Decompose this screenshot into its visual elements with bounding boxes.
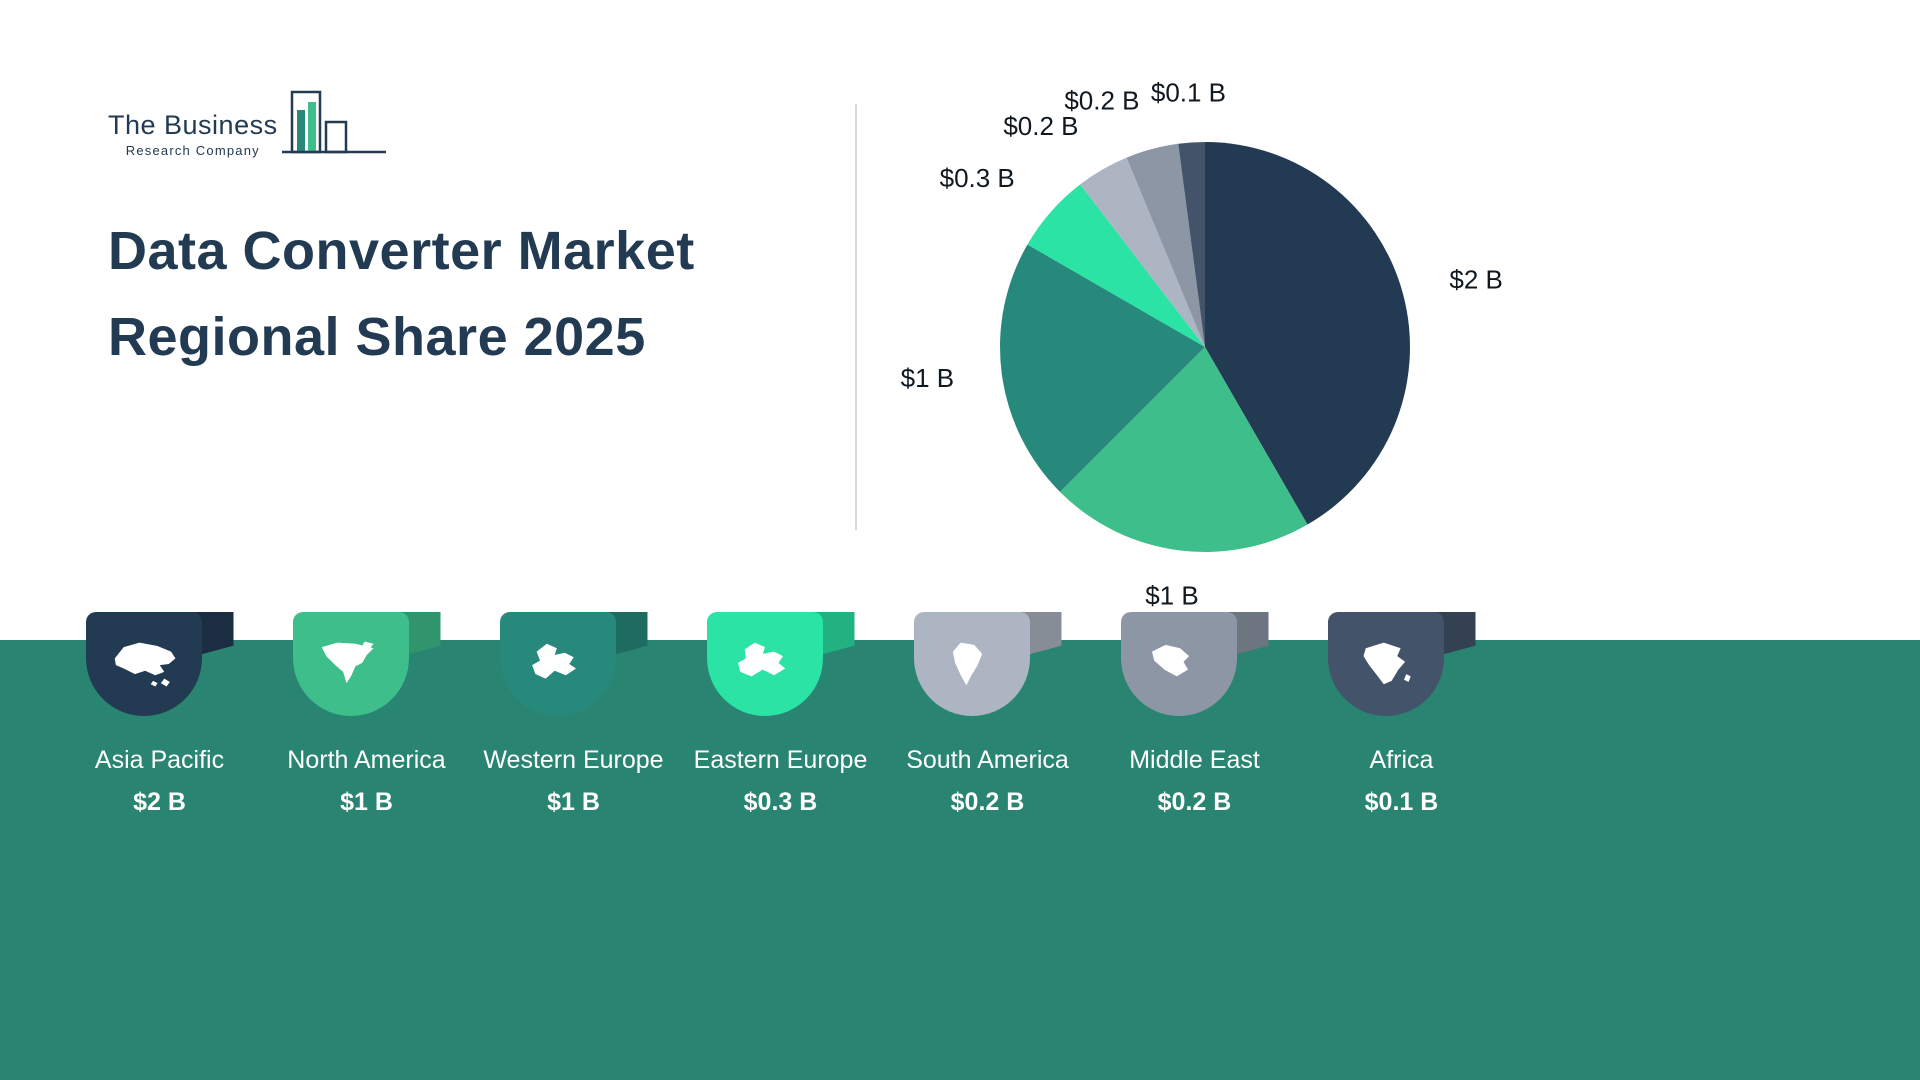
legend-region-name: Middle East bbox=[1129, 746, 1260, 774]
ribbon-badge-south-america bbox=[913, 612, 1062, 716]
ribbon-badge-middle-east bbox=[1120, 612, 1269, 716]
ribbon-body bbox=[1120, 612, 1237, 716]
company-subtitle: Research Company bbox=[125, 143, 260, 158]
south-america-map-icon bbox=[952, 642, 982, 686]
asia-pacific-map-icon bbox=[114, 642, 175, 687]
pie-slice-western-europe bbox=[1000, 244, 1205, 492]
legend-region-name: Africa bbox=[1369, 746, 1434, 774]
legend-item-north-america: North America $1 B bbox=[263, 612, 470, 817]
legend-region-name: South America bbox=[906, 746, 1069, 774]
ribbon-body bbox=[706, 612, 823, 716]
bar-chart-logo-icon bbox=[281, 90, 386, 154]
pie-slice-south-america bbox=[1080, 157, 1205, 347]
ribbon-badge-north-america bbox=[292, 612, 441, 716]
legend-item-south-america: South America $0.2 B bbox=[884, 612, 1091, 817]
north-america-map-icon bbox=[321, 641, 373, 684]
legend-region-value: $0.3 B bbox=[743, 788, 818, 816]
pie-chart-area: $2 B $1 B $1 B $0.3 B $0.2 B $0.2 B $0.1 B bbox=[850, 42, 1590, 634]
ribbon-body bbox=[292, 612, 409, 716]
vertical-divider bbox=[855, 104, 857, 530]
pie-slice-north-america bbox=[1060, 347, 1308, 553]
legend-region-value: $2 B bbox=[133, 788, 186, 816]
company-logo: The Business Research Company bbox=[108, 84, 388, 162]
legend-item-asia-pacific: Asia Pacific $2 B bbox=[56, 612, 263, 817]
company-name: The Business bbox=[108, 110, 278, 140]
legend-region-value: $0.2 B bbox=[950, 788, 1025, 816]
pie-slice-label-middle-east: $0.2 B bbox=[1064, 85, 1139, 115]
regional-share-pie-chart: $2 B $1 B $1 B $0.3 B $0.2 B$0.2 B $0.1 B bbox=[901, 77, 1503, 611]
page-title-line1: Data Converter Market bbox=[108, 221, 695, 281]
pie-slice-label-western-europe: $1 B bbox=[901, 363, 955, 393]
legend-item-africa: Africa $0.1 B bbox=[1298, 612, 1505, 817]
ribbon-body bbox=[1327, 612, 1444, 716]
legend-region-name: North America bbox=[287, 746, 446, 774]
ribbon-body bbox=[913, 612, 1030, 716]
pie-slice-label-africa: $0.1 B bbox=[1151, 77, 1226, 107]
pie-slice-africa bbox=[1178, 142, 1205, 347]
legend-item-western-europe: Western Europe $1 B bbox=[470, 612, 677, 817]
ribbon-body bbox=[85, 612, 202, 716]
legend-region-value: $1 B bbox=[340, 788, 393, 816]
legend-item-middle-east: Middle East $0.2 B bbox=[1091, 612, 1298, 817]
company-logo-text: The Business Research Company bbox=[108, 110, 278, 162]
legend-region-value: $0.2 B bbox=[1157, 788, 1232, 816]
pie-slice-asia-pacific bbox=[1205, 142, 1410, 525]
western-europe-map-icon bbox=[531, 643, 576, 679]
pie-slice-middle-east bbox=[1126, 143, 1205, 347]
middle-east-map-icon bbox=[1151, 644, 1189, 677]
pie-slice-label-asia-pacific: $2 B bbox=[1449, 264, 1503, 294]
ribbon-badge-western-europe bbox=[499, 612, 648, 716]
ribbon-body bbox=[499, 612, 616, 716]
page-title-line2: Regional Share 2025 bbox=[108, 307, 646, 367]
legend-row: Asia Pacific $2 B North America $1 B Western… bbox=[56, 612, 1505, 817]
pie-slice-label-eastern-europe: $0.3 B bbox=[940, 163, 1015, 193]
africa-map-icon bbox=[1363, 642, 1411, 685]
ribbon-badge-asia-pacific bbox=[85, 612, 234, 716]
eastern-europe-map-icon bbox=[737, 642, 785, 677]
legend-region-value: $0.1 B bbox=[1364, 788, 1439, 816]
legend-item-eastern-europe: Eastern Europe $0.3 B bbox=[677, 612, 884, 817]
ribbon-badge-eastern-europe bbox=[706, 612, 855, 716]
pie-slice-label-north-america: $1 B bbox=[1145, 581, 1199, 611]
legend-region-name: Western Europe bbox=[483, 746, 664, 774]
pie-slice-label-south-america: $0.2 B bbox=[1003, 111, 1078, 141]
pie-slice-eastern-europe bbox=[1027, 184, 1205, 347]
ribbon-badge-africa bbox=[1327, 612, 1476, 716]
legend-region-name: Asia Pacific bbox=[94, 746, 225, 774]
page-title: Data Converter Market Regional Share 202… bbox=[108, 208, 695, 380]
legend-region-name: Eastern Europe bbox=[693, 746, 868, 774]
legend-region-value: $1 B bbox=[547, 788, 600, 816]
